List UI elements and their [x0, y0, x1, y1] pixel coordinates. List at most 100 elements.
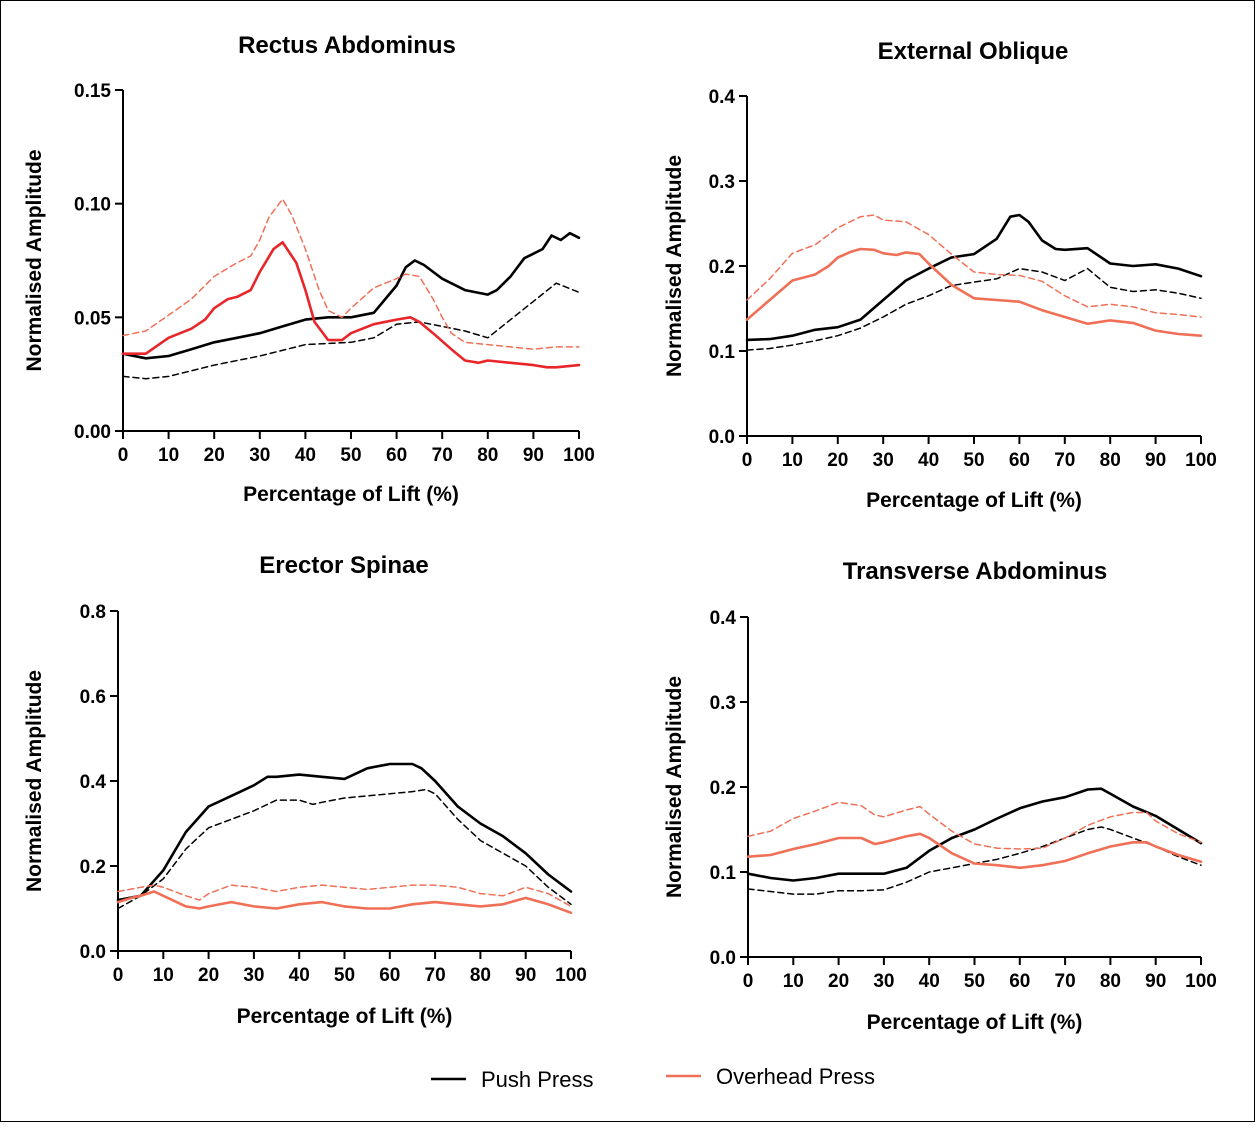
legend-label-overhead-press: Overhead Press [716, 1064, 875, 1089]
x-tick-label: 10 [153, 965, 174, 986]
x-tick-label: 80 [1100, 450, 1121, 471]
series-overhead-press-solid [116, 890, 573, 915]
x-tick-label: 90 [1145, 450, 1166, 471]
y-tick-label: 0.4 [80, 772, 107, 793]
x-tick-label: 20 [828, 971, 849, 992]
y-tick-label: 0.0 [710, 948, 736, 969]
x-axis-label: Percentage of Lift (%) [867, 1011, 1083, 1034]
x-axis-label: Percentage of Lift (%) [866, 489, 1082, 512]
x-tick-label: 0 [743, 971, 754, 992]
series-push-press-dashed [122, 282, 580, 380]
x-tick-label: 80 [470, 965, 491, 986]
x-tick-label: 20 [204, 445, 225, 466]
x-tick-label: 60 [379, 965, 400, 986]
x-axis-label: Percentage of Lift (%) [243, 483, 459, 506]
x-tick-label: 70 [1054, 450, 1075, 471]
series-push-press-solid [746, 787, 1203, 882]
x-tick-label: 80 [1100, 971, 1121, 992]
x-tick-label: 50 [340, 445, 361, 466]
x-tick-label: 20 [827, 450, 848, 471]
x-tick-label: 30 [249, 445, 270, 466]
y-tick-label: 0.1 [709, 342, 736, 363]
x-tick-label: 70 [1055, 971, 1076, 992]
chart-rectus-abdominus: Rectus Abdominus 0 10 20 30 40 50 60 70 80 90 100 0.… [23, 32, 595, 506]
y-tick-label: 0.6 [80, 687, 106, 708]
x-tick-label: 50 [963, 450, 984, 471]
x-tick-label: 10 [783, 971, 804, 992]
series-overhead-press-solid [746, 832, 1203, 870]
x-tick-label: 60 [1009, 971, 1030, 992]
x-tick-label: 10 [158, 445, 179, 466]
series-push-press-dashed [747, 826, 1202, 895]
y-tick-label: 0.05 [74, 308, 111, 329]
y-tick-label: 0.2 [710, 778, 736, 799]
y-tick-label: 0.2 [80, 857, 106, 878]
x-tick-label: 20 [198, 965, 219, 986]
series-push-press-solid [116, 762, 573, 902]
chart-external-oblique: External Oblique 0 10 20 30 40 50 60 70 80 90 100 0.… [663, 38, 1217, 512]
x-tick-label: 100 [1185, 971, 1217, 992]
chart-title: Transverse Abdominus [843, 558, 1108, 585]
x-tick-label: 90 [1145, 971, 1166, 992]
x-tick-label: 100 [1185, 450, 1217, 471]
legend: Push Press Overhead Press [431, 1064, 875, 1092]
chart-title: Rectus Abdominus [238, 32, 456, 59]
y-axis-label: Normalised Amplitude [663, 155, 686, 377]
y-axis-label: Normalised Amplitude [663, 676, 686, 898]
y-tick-label: 0.4 [710, 608, 737, 629]
series-overhead-press-dashed [746, 214, 1202, 318]
y-axis-label: Normalised Amplitude [23, 670, 46, 892]
x-tick-label: 100 [555, 965, 587, 986]
series-overhead-press-dashed [117, 884, 572, 908]
y-tick-label: 0.2 [709, 257, 735, 278]
y-tick-label: 0.8 [80, 602, 106, 623]
x-tick-label: 70 [425, 965, 446, 986]
y-tick-label: 0.0 [709, 427, 735, 448]
chart-erector-spinae: Erector Spinae 0 10 20 30 40 50 60 70 80 90 100 0.0 0… [23, 552, 587, 1028]
series-push-press-solid [121, 231, 581, 360]
series-overhead-press-dashed [747, 801, 1202, 850]
y-tick-label: 0.15 [74, 81, 111, 102]
y-tick-label: 0.1 [710, 863, 737, 884]
x-tick-label: 0 [742, 450, 753, 471]
series-overhead-press-dashed [122, 198, 580, 350]
x-tick-label: 30 [243, 965, 264, 986]
x-tick-label: 50 [334, 965, 355, 986]
x-tick-label: 40 [295, 445, 316, 466]
x-tick-label: 40 [289, 965, 310, 986]
y-tick-label: 0.3 [710, 693, 736, 714]
chart-title: External Oblique [878, 38, 1069, 65]
series-push-press-dashed [117, 788, 572, 910]
series-push-press-dashed [746, 267, 1202, 351]
x-tick-label: 0 [113, 965, 124, 986]
chart-title: Erector Spinae [259, 552, 428, 579]
x-tick-label: 0 [118, 445, 129, 466]
x-tick-label: 60 [1009, 450, 1030, 471]
x-tick-label: 40 [919, 971, 940, 992]
x-tick-label: 40 [918, 450, 939, 471]
y-axis-label: Normalised Amplitude [23, 149, 46, 371]
x-tick-label: 30 [873, 971, 894, 992]
y-tick-label: 0.10 [74, 195, 111, 216]
x-tick-label: 50 [964, 971, 985, 992]
series-overhead-press-solid [745, 247, 1203, 338]
x-axis-label: Percentage of Lift (%) [237, 1005, 453, 1028]
y-tick-label: 0.3 [709, 172, 735, 193]
legend-label-push-press: Push Press [481, 1067, 594, 1092]
x-tick-label: 70 [432, 445, 453, 466]
x-tick-label: 100 [563, 445, 595, 466]
x-tick-label: 80 [477, 445, 498, 466]
chart-transverse-abdominus: Transverse Abdominus 0 10 20 30 40 50 60 70 80 90 1… [663, 558, 1217, 1034]
series-push-press-solid [745, 213, 1203, 342]
y-tick-label: 0.00 [74, 422, 111, 443]
series-overhead-press-solid [121, 241, 581, 369]
x-tick-label: 90 [515, 965, 536, 986]
x-tick-label: 30 [873, 450, 894, 471]
x-tick-label: 90 [523, 445, 544, 466]
x-tick-label: 10 [782, 450, 803, 471]
x-tick-label: 60 [386, 445, 407, 466]
y-tick-label: 0.0 [80, 942, 106, 963]
